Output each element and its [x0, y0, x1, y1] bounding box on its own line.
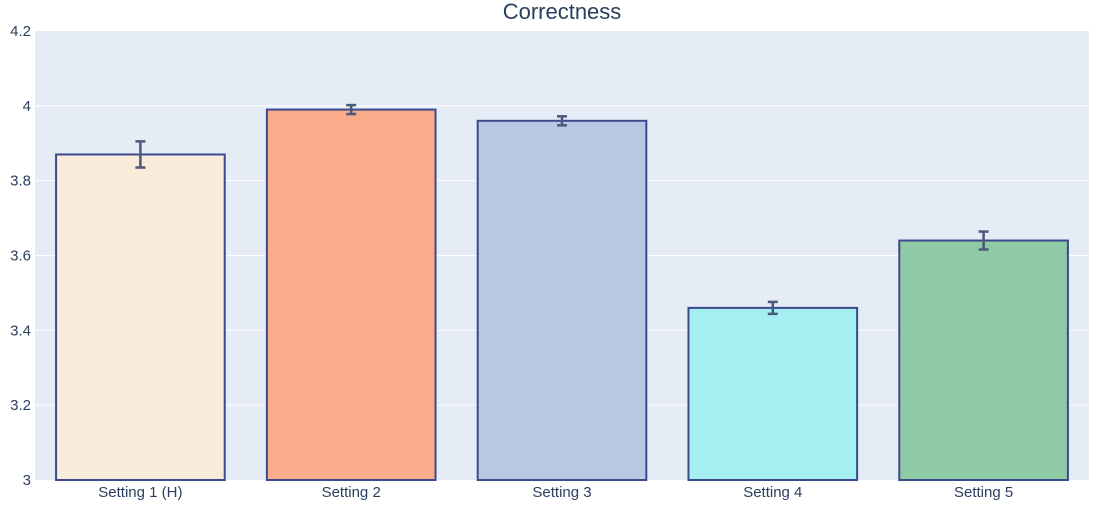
y-tick-label: 4.2 [10, 23, 31, 40]
x-tick-label: Setting 4 [743, 484, 802, 501]
x-tick-label: Setting 1 (H) [98, 484, 182, 501]
x-tick-label: Setting 2 [322, 484, 381, 501]
bar [898, 239, 1069, 481]
y-tick-label: 3.2 [10, 397, 31, 414]
y-axis-ticks: 3 3.2 3.4 3.6 3.8 4 4.2 [10, 23, 31, 489]
bar [687, 306, 859, 481]
error-bar [978, 230, 989, 251]
chart-title: Correctness [503, 0, 622, 24]
x-axis-ticks: Setting 1 (H) Setting 2 Setting 3 Setting 4… [98, 484, 1013, 501]
error-bar [346, 103, 357, 116]
y-tick-label: 3.8 [10, 173, 31, 190]
error-bar [135, 140, 146, 169]
y-tick-label: 3.4 [10, 322, 31, 339]
error-bar [557, 115, 567, 127]
error-bars [135, 103, 989, 316]
x-tick-label: Setting 3 [532, 484, 591, 501]
y-tick-label: 4 [23, 98, 31, 115]
bar [55, 153, 226, 481]
error-bar [767, 300, 778, 316]
x-tick-label: Setting 5 [954, 484, 1013, 501]
bar [476, 119, 648, 482]
y-tick-label: 3 [23, 472, 31, 489]
y-tick-label: 3.6 [10, 248, 31, 265]
bars [55, 108, 1069, 482]
bar [265, 108, 437, 481]
